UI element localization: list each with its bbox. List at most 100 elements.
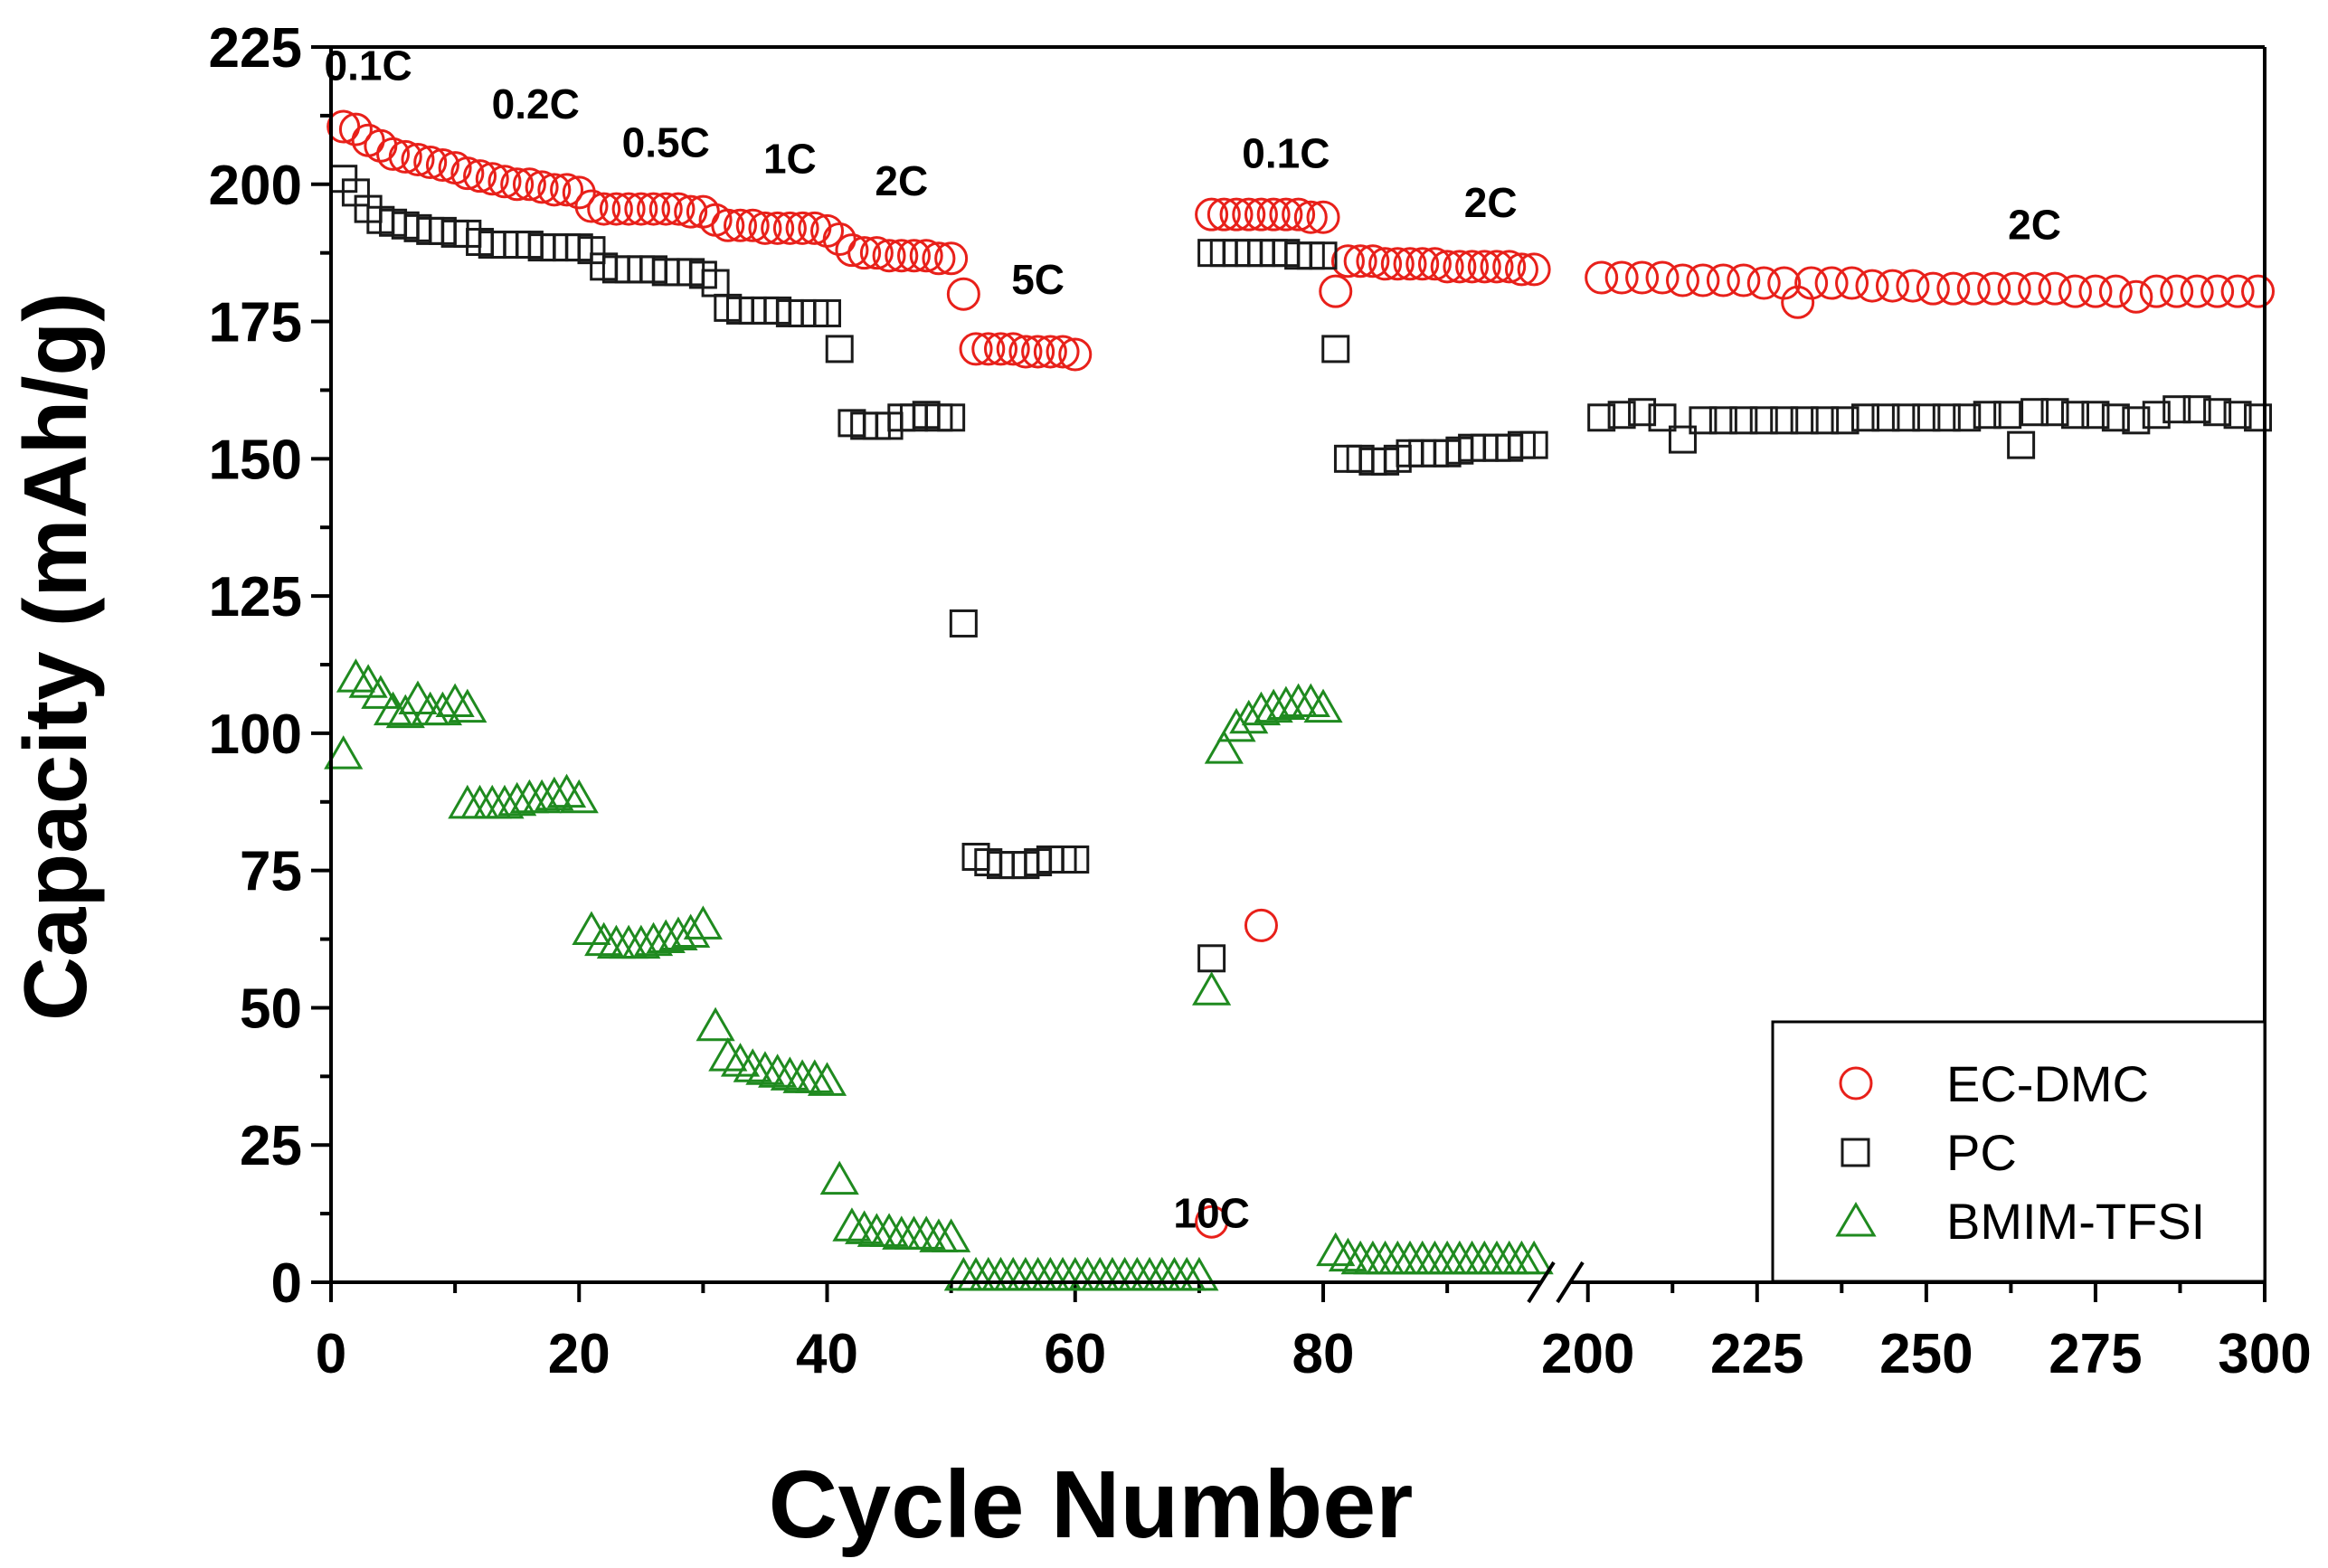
point-ec-dmc [1504,252,1538,287]
point-ec-dmc [1393,247,1427,281]
axis-break-mark [1527,1261,1556,1304]
point-ec-dmc [2078,274,2113,308]
point-bmim-tfsi [720,1043,761,1077]
point-ec-dmc [599,192,633,226]
point-ec-dmc [587,192,621,226]
point-ec-dmc [1319,274,1353,308]
point-ec-dmc [1405,247,1440,281]
point-ec-dmc [1665,263,1699,298]
legend-marker-ec-dmc [1839,1066,1873,1100]
x-tick-label: 60 [1044,1323,1106,1385]
point-bmim-tfsi [422,691,463,726]
point-ec-dmc [724,208,758,242]
point-pc [937,403,966,432]
point-pc [1912,403,1941,432]
point-ec-dmc [2018,271,2052,306]
point-ec-dmc [1356,244,1390,279]
point-ec-dmc [959,332,993,366]
point-ec-dmc [934,241,969,276]
point-bmim-tfsi [819,1160,859,1195]
point-ec-dmc [1195,197,1229,231]
point-ec-dmc [1814,266,1849,300]
point-bmim-tfsi [1514,1240,1554,1275]
x-tick-label: 40 [796,1323,858,1385]
point-ec-dmc [1746,266,1781,300]
point-pc [1770,406,1799,435]
point-ec-dmc [1330,244,1365,279]
rate-annotation: 0.5C [622,118,710,165]
point-ec-dmc [1875,269,1909,303]
rate-annotation: 2C [2008,201,2061,248]
point-bmim-tfsi [1328,1237,1368,1272]
point-ec-dmc [525,170,559,204]
x-axis-title: Cycle Number [769,1451,1414,1558]
point-ec-dmc [1256,197,1291,231]
point-pc [1197,944,1226,973]
point-ec-dmc [859,236,894,270]
point-pc [949,609,978,638]
point-pc [2142,401,2171,430]
point-ec-dmc [425,148,459,183]
point-pc [1871,403,1900,432]
rate-annotation: 10C [1173,1189,1249,1236]
point-ec-dmc [1008,335,1043,369]
point-ec-dmc [1282,197,1316,231]
point-bmim-tfsi [1241,691,1282,726]
legend-label-ec-dmc: EC-DMC [1946,1055,2149,1112]
point-ec-dmc [2220,274,2255,308]
point-pc [2040,398,2069,427]
rate-annotation: 0.2C [492,80,580,128]
point-bmim-tfsi [733,1048,772,1082]
x-tick-label: 225 [1710,1323,1803,1385]
point-ec-dmc [550,173,584,207]
point-ec-dmc [1625,260,1660,295]
point-ec-dmc [946,277,980,311]
point-ec-dmc [872,239,906,273]
rate-annotation: 2C [875,157,928,204]
point-ec-dmc [996,332,1030,366]
point-ec-dmc [1604,260,1639,295]
point-ec-dmc [1244,908,1278,942]
y-tick-label: 75 [240,841,302,903]
point-ec-dmc [338,112,373,146]
point-bmim-tfsi [745,1051,785,1085]
point-pc [2020,398,2049,427]
point-ec-dmc [574,189,609,223]
point-ec-dmc [1855,269,1889,303]
point-ec-dmc [711,208,745,242]
point-bmim-tfsi [845,1210,885,1244]
point-bmim-tfsi [584,921,624,957]
point-ec-dmc [1195,1204,1229,1239]
y-tick-label: 25 [240,1115,302,1177]
point-ec-dmc [1727,263,1761,298]
point-bmim-tfsi [435,683,475,717]
point-bmim-tfsi [869,1213,909,1247]
point-pc [1708,406,1737,435]
point-ec-dmc [847,236,882,270]
point-ec-dmc [1480,250,1514,284]
y-tick-label: 0 [271,1252,302,1315]
point-ec-dmc [1706,263,1740,298]
point-ec-dmc [2200,274,2235,308]
point-ec-dmc [512,167,546,202]
point-ec-dmc [1244,197,1278,231]
point-ec-dmc [2038,271,2072,306]
point-bmim-tfsi [795,1059,835,1093]
point-pc [2223,401,2252,430]
point-pc [1993,401,2022,430]
point-bmim-tfsi [1316,1232,1356,1267]
point-bmim-tfsi [497,781,537,817]
point-bmim-tfsi [1291,683,1330,717]
point-bmim-tfsi [1179,1256,1219,1291]
point-bmim-tfsi [1266,685,1306,721]
point-ec-dmc [487,165,522,199]
point-pc [1668,425,1697,454]
point-bmim-tfsi [1192,971,1232,1006]
legend-label-bmim-tfsi: BMIM-TFSI [1946,1193,2205,1250]
point-pc [1953,403,1982,432]
point-ec-dmc [1916,271,1950,306]
point-ec-dmc [1368,247,1403,281]
x-tick-label: 200 [1541,1323,1634,1385]
point-ec-dmc [637,192,671,226]
point-bmim-tfsi [1254,688,1293,723]
